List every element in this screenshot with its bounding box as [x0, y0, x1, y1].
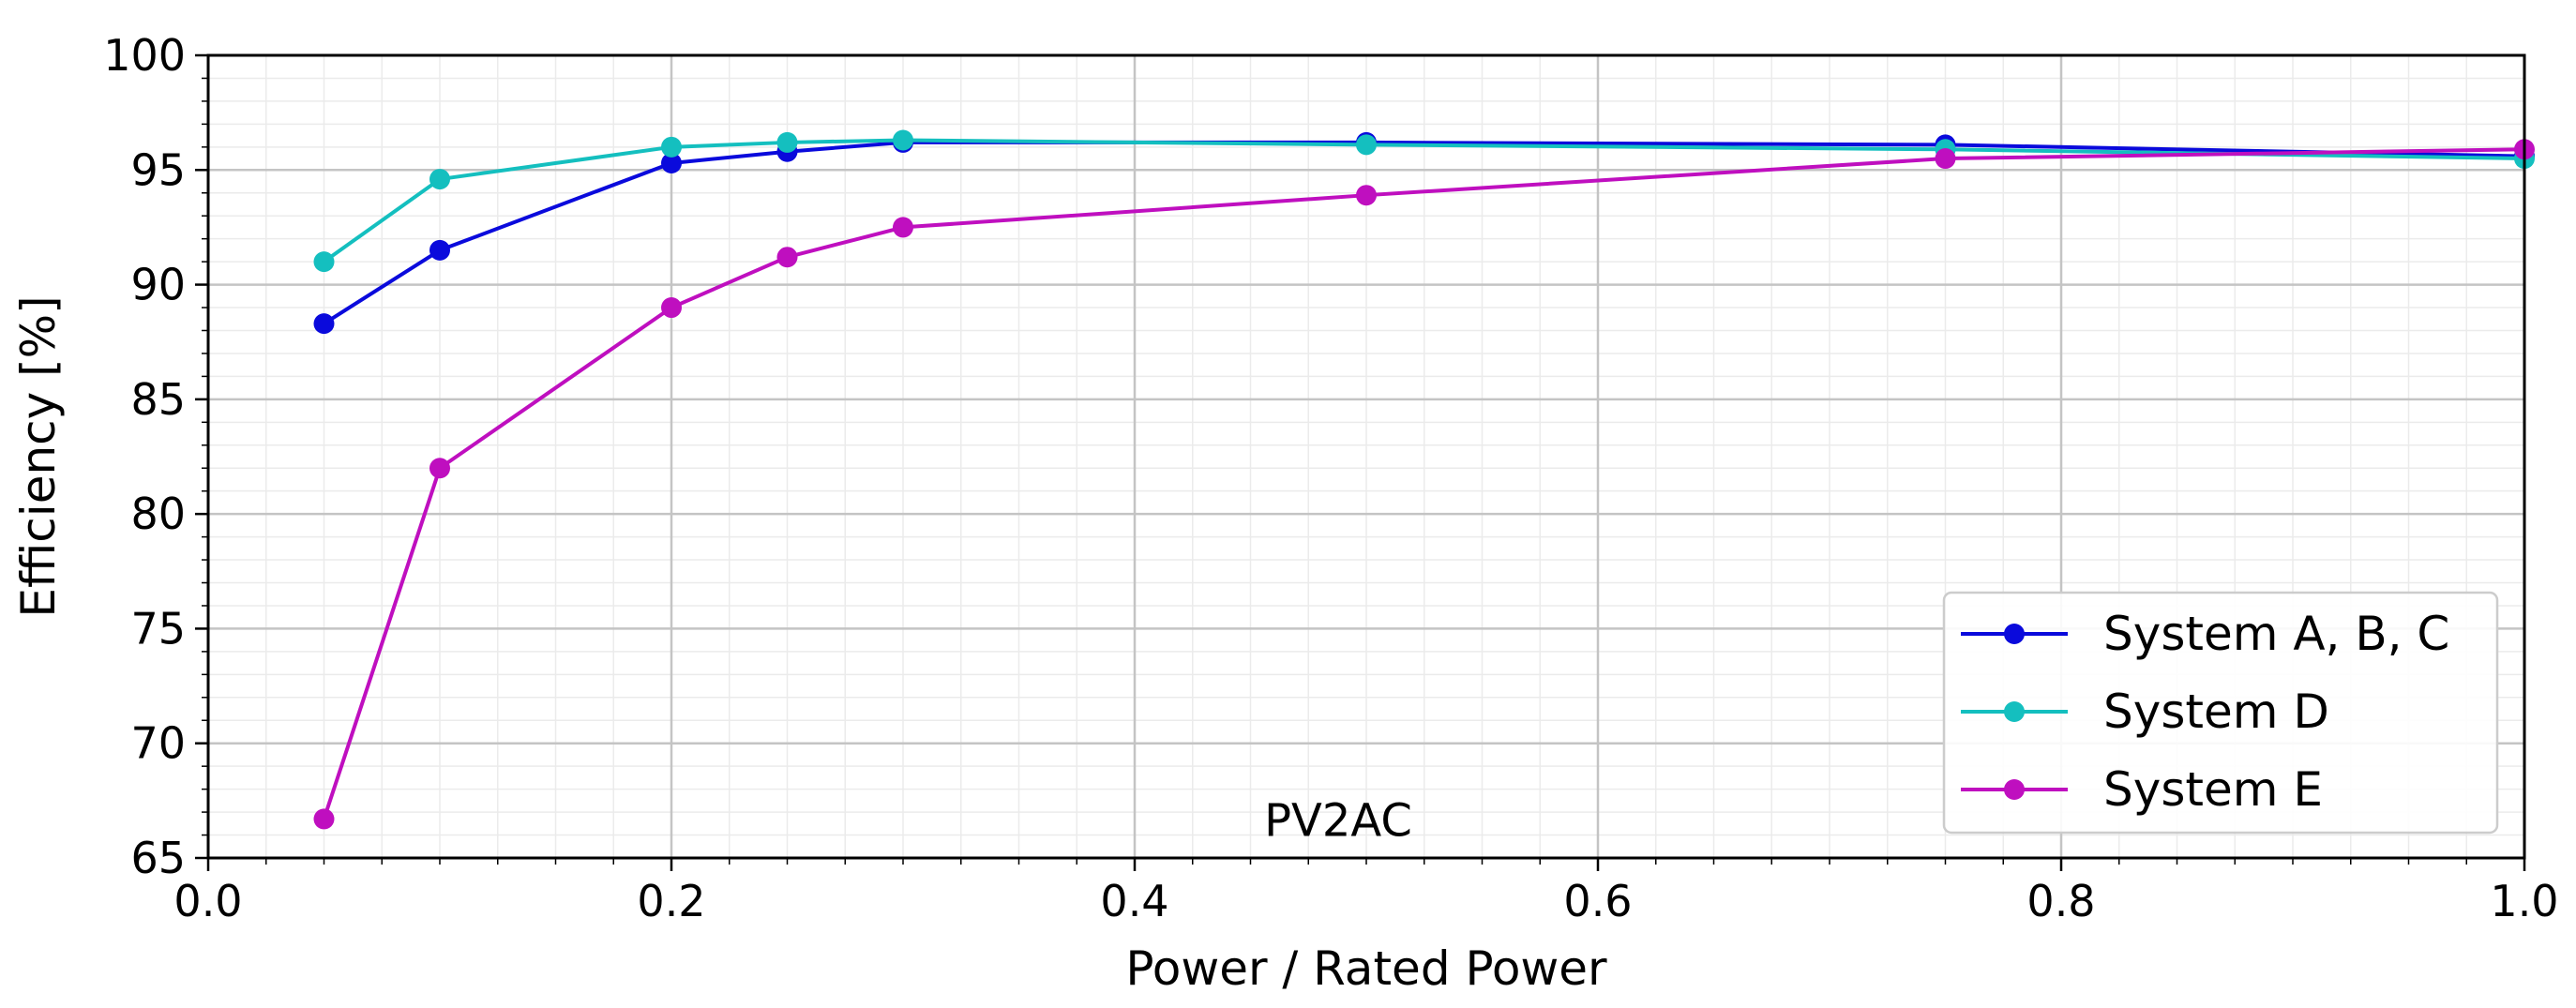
- legend-label: System A, B, C: [2103, 607, 2449, 661]
- x-axis-label: Power / Rated Power: [1125, 941, 1607, 996]
- data-point: [893, 217, 913, 238]
- legend-marker: [2004, 701, 2025, 722]
- x-tick-label: 0.6: [1563, 876, 1632, 926]
- y-tick-label: 80: [130, 489, 186, 539]
- legend-item: System A, B, C: [1961, 607, 2449, 661]
- chart-annotation: PV2AC: [1264, 795, 1412, 848]
- y-tick-label: 95: [130, 144, 186, 195]
- y-tick-label: 65: [130, 833, 186, 883]
- y-tick-label: 75: [130, 603, 186, 654]
- data-point: [661, 297, 682, 319]
- legend-marker: [2004, 624, 2025, 644]
- series-layer: [313, 129, 2535, 830]
- data-point: [893, 129, 913, 151]
- data-point: [429, 169, 450, 190]
- data-point: [313, 808, 335, 830]
- x-tick-label: 1.0: [2490, 876, 2558, 926]
- y-tick-label: 90: [130, 260, 186, 310]
- series-line: [323, 140, 2525, 325]
- data-point: [313, 251, 335, 273]
- legend-label: System D: [2103, 685, 2329, 739]
- data-point: [776, 247, 798, 268]
- axis-ticks: [195, 53, 2526, 871]
- data-point: [776, 131, 798, 153]
- data-point: [661, 152, 682, 173]
- data-point: [1356, 134, 1377, 156]
- series-line: [322, 147, 2525, 820]
- data-point: [429, 458, 450, 479]
- series-3: [313, 139, 2535, 830]
- data-point: [313, 313, 335, 335]
- data-point: [1935, 148, 1956, 170]
- y-tick-label: 85: [130, 374, 186, 425]
- legend-box: [1942, 591, 2499, 835]
- legend-label: System E: [2103, 762, 2323, 817]
- legend: System A, B, C System D System E: [1942, 591, 2499, 835]
- x-tick-label: 0.8: [2026, 876, 2095, 926]
- y-axis-label: Efficiency [%]: [11, 295, 66, 617]
- legend-item: System D: [1961, 685, 2329, 739]
- x-tick-label: 0.4: [1100, 876, 1168, 926]
- y-tick-label: 100: [103, 30, 186, 81]
- x-tick-label: 0.2: [637, 876, 705, 926]
- legend-marker: [2004, 779, 2025, 800]
- x-tick-label: 0.0: [173, 876, 242, 926]
- data-point: [1356, 185, 1377, 206]
- data-point: [429, 239, 450, 261]
- y-tick-label: 70: [130, 718, 186, 769]
- legend-item: System E: [1961, 762, 2323, 817]
- series-line: [323, 138, 2525, 263]
- tick-labels: 0.0 0.2 0.4 0.6 0.8 1.0 65 70 75 80 85 90 95 100: [103, 30, 2558, 926]
- data-point: [661, 136, 682, 158]
